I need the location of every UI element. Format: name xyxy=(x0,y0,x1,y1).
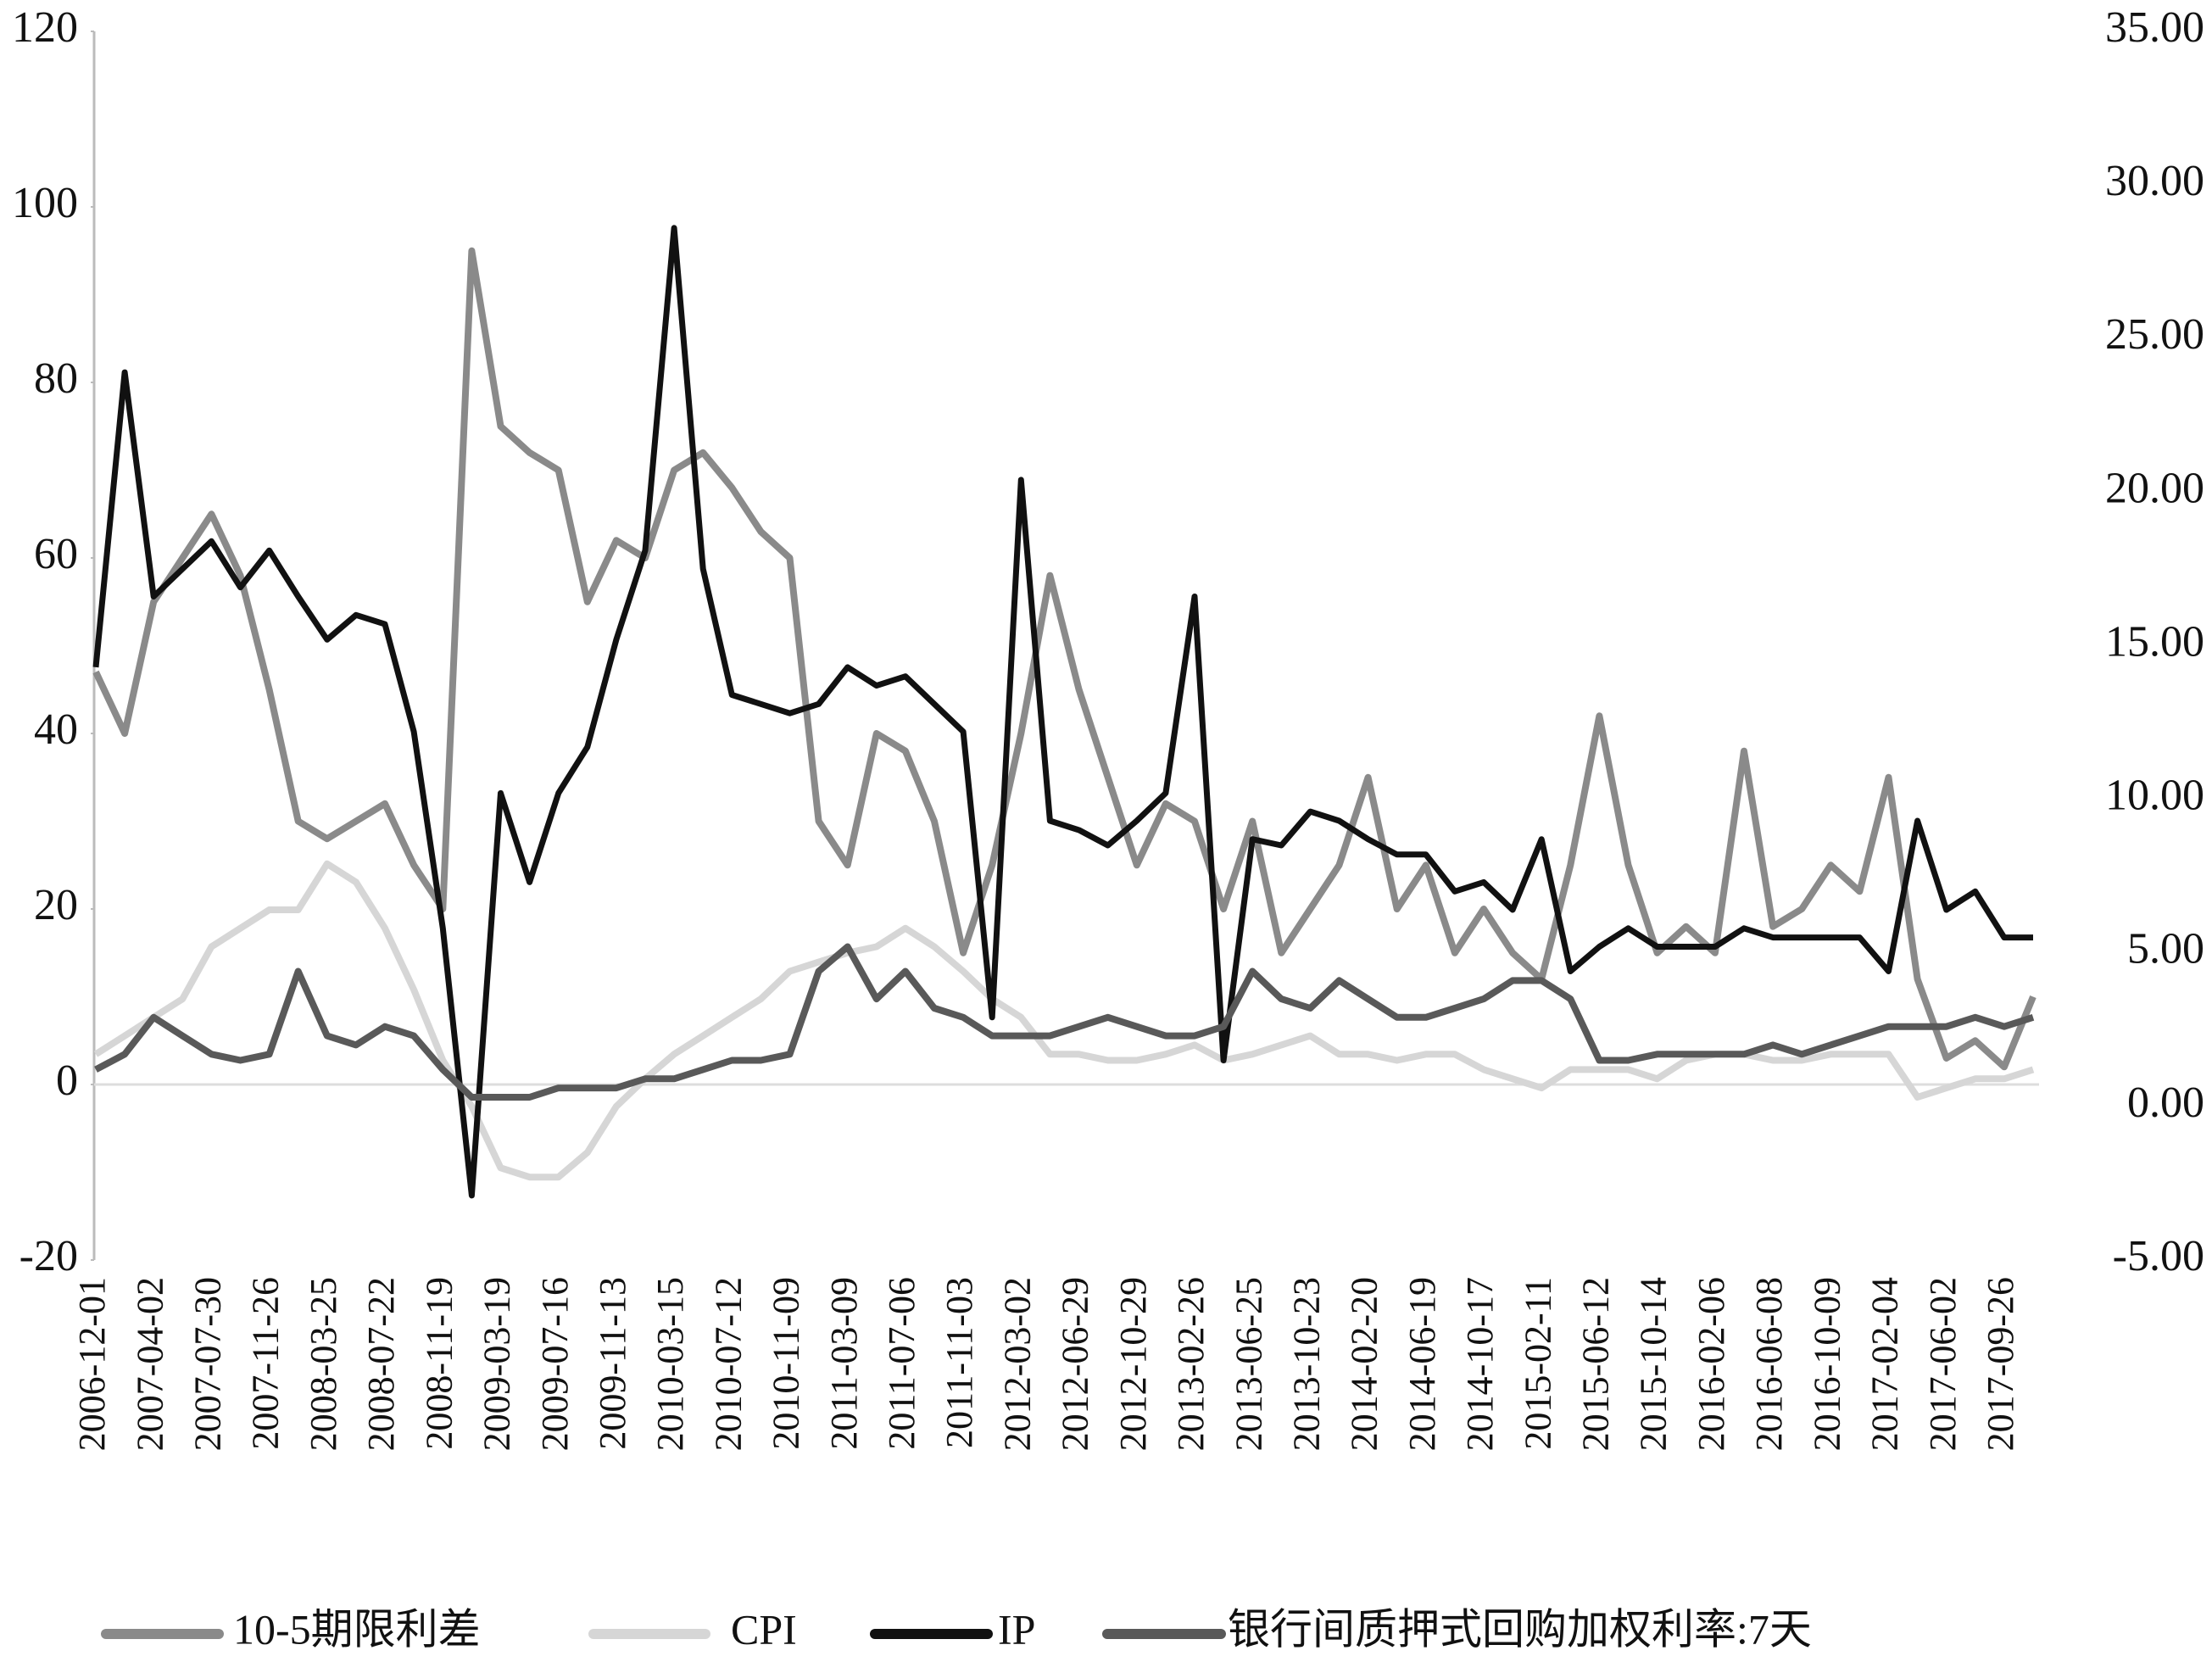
x-tick-label: 2016-06-08 xyxy=(1748,1277,1790,1451)
y2-tick-label: -5.00 xyxy=(2113,1232,2204,1280)
x-tick-label: 2008-07-22 xyxy=(360,1277,402,1451)
x-tick-label: 2012-06-29 xyxy=(1055,1277,1096,1451)
x-tick-label: 2013-06-25 xyxy=(1228,1277,1269,1451)
x-tick-label: 2012-03-02 xyxy=(996,1277,1038,1451)
x-tick-label: 2014-06-19 xyxy=(1401,1277,1443,1451)
y-tick-label: 80 xyxy=(34,354,78,403)
x-tick-label: 2007-11-26 xyxy=(245,1277,287,1450)
x-tick-label: 2014-10-17 xyxy=(1459,1277,1501,1451)
x-tick-label: 2014-02-20 xyxy=(1344,1277,1385,1451)
y-tick-label: 60 xyxy=(34,530,78,578)
series-line xyxy=(93,860,2035,1181)
x-tick-label: 2010-07-12 xyxy=(707,1277,749,1451)
x-tick-label: 2015-06-12 xyxy=(1575,1277,1617,1451)
legend-label: 银行间质押式回购加权利率:7天 xyxy=(1228,1605,1812,1653)
y2-tick-label: 0.00 xyxy=(2127,1079,2204,1127)
legend-label: IP xyxy=(998,1605,1035,1653)
series-line xyxy=(94,943,2035,1101)
x-tick-label: 2009-11-13 xyxy=(592,1277,633,1450)
legend-label: 10-5期限利差 xyxy=(233,1605,481,1653)
x-tick-label: 2016-10-09 xyxy=(1806,1277,1847,1451)
x-tick-label: 2017-02-04 xyxy=(1864,1277,1906,1451)
x-tick-label: 2011-07-06 xyxy=(881,1277,922,1450)
x-tick-label: 2010-03-15 xyxy=(649,1277,691,1451)
y2-tick-label: 35.00 xyxy=(2105,3,2204,52)
y2-tick-label: 15.00 xyxy=(2105,617,2204,666)
x-tick-label: 2008-03-25 xyxy=(303,1277,344,1451)
series-line xyxy=(92,247,2036,1071)
x-tick-label: 2016-02-06 xyxy=(1691,1277,1732,1451)
x-tick-label: 2015-10-14 xyxy=(1633,1277,1674,1451)
x-tick-label: 2011-11-03 xyxy=(939,1277,980,1448)
y2-tick-label: 20.00 xyxy=(2105,464,2204,512)
y2-tick-label: 30.00 xyxy=(2105,157,2204,205)
y-tick-label: 40 xyxy=(34,705,78,754)
x-tick-label: 2017-09-26 xyxy=(1980,1277,2021,1451)
x-tick-label: 2013-02-26 xyxy=(1170,1277,1212,1451)
y2-tick-label: 25.00 xyxy=(2105,310,2204,359)
x-tick-label: 2009-03-19 xyxy=(476,1277,518,1451)
y2-tick-label: 5.00 xyxy=(2127,925,2204,973)
x-tick-label: 2007-04-02 xyxy=(129,1277,170,1451)
y-tick-label: 120 xyxy=(12,3,78,52)
y-tick-label: 20 xyxy=(34,881,78,929)
x-tick-label: 2008-11-19 xyxy=(418,1277,460,1450)
x-tick-label: 2012-10-29 xyxy=(1112,1277,1154,1451)
x-tick-label: 2007-07-30 xyxy=(187,1277,229,1451)
y2-tick-label: 10.00 xyxy=(2105,772,2204,820)
x-tick-label: 2011-03-09 xyxy=(823,1277,865,1450)
x-tick-label: 2010-11-09 xyxy=(766,1277,807,1450)
legend-label: CPI xyxy=(731,1605,797,1653)
series-line xyxy=(92,225,2033,1199)
x-tick-label: 2009-07-16 xyxy=(534,1277,576,1451)
y-tick-label: -20 xyxy=(20,1232,78,1280)
x-tick-label: 2013-10-23 xyxy=(1285,1277,1327,1451)
y-tick-label: 0 xyxy=(56,1057,78,1105)
x-tick-label: 2006-12-01 xyxy=(71,1277,113,1451)
y-tick-label: 100 xyxy=(12,179,78,227)
x-tick-label: 2015-02-11 xyxy=(1517,1277,1558,1450)
x-tick-label: 2017-06-02 xyxy=(1922,1277,1964,1451)
